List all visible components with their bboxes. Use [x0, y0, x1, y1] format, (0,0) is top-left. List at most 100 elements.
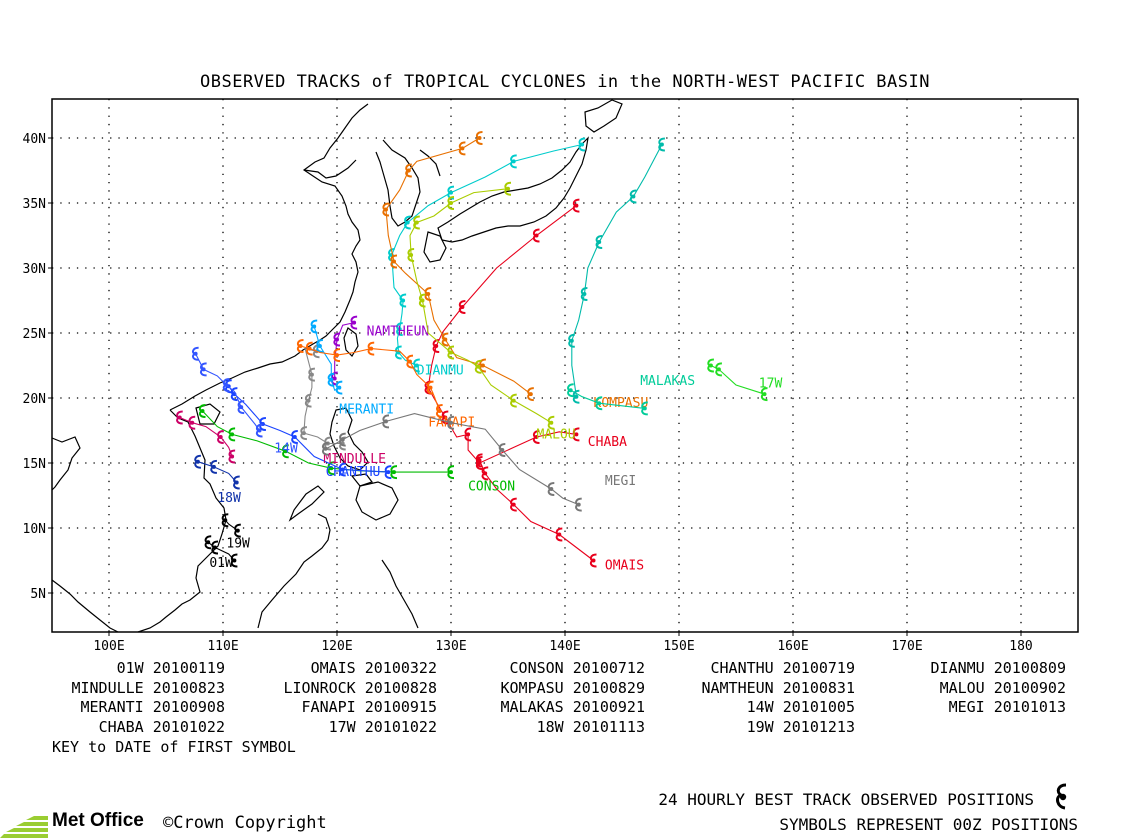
key-entry: 01W 20100119	[117, 659, 225, 677]
track-line	[710, 365, 765, 395]
key-entry: 18W 20101113	[537, 718, 645, 736]
cyclone-symbol-icon	[413, 358, 420, 373]
cyclone-symbol-icon	[217, 430, 224, 444]
cyclone-symbol-icon	[406, 354, 414, 369]
cyclone-symbol-icon	[426, 380, 434, 395]
cyclone-symbol-icon	[233, 475, 240, 490]
cyclone-symbol-icon	[237, 400, 245, 415]
key-storm-name: CHABA	[98, 717, 153, 736]
track-line	[303, 347, 343, 445]
cyclone-symbol-icon	[222, 378, 230, 392]
key-row: CHABA 20101022 17W 20101022 18W 20101113 19…	[0, 718, 1130, 737]
cyclone-symbol-icon	[305, 341, 313, 356]
key-storm-name: NAMTHEUN	[701, 678, 783, 697]
track-label: 14W	[274, 442, 298, 457]
key-date: 20100809	[993, 659, 1066, 677]
coast-china-south	[169, 103, 369, 411]
key-storm-name: 19W	[746, 717, 783, 736]
track-label: CONSON	[468, 479, 515, 494]
key-date: 20100119	[152, 659, 225, 677]
coast-japan-kyushu	[423, 231, 447, 263]
coast-palawan	[288, 485, 325, 522]
cyclone-symbol-icon	[191, 346, 199, 361]
coast-asia-mainland	[51, 436, 81, 491]
coast-visayas	[350, 473, 373, 487]
key-note: KEY to DATE of FIRST SYMBOL	[52, 738, 296, 756]
key-date: 20100915	[364, 698, 437, 716]
key-date: 20100828	[364, 678, 437, 697]
cyclone-symbol-icon	[547, 482, 555, 496]
track-label: CHANTHU	[326, 465, 381, 480]
cyclone-symbol-icon	[572, 427, 580, 442]
key-entry: FANAPI 20100915	[302, 698, 437, 716]
key-entry: CONSON 20100712	[510, 659, 645, 677]
key-entry: OMAIS 20100322	[311, 659, 437, 677]
track-teal	[568, 137, 665, 404]
cyclone-symbol-icon	[424, 287, 432, 301]
cyclone-symbol-icon	[510, 393, 517, 408]
track-label: MERANTI	[339, 403, 394, 418]
key-storm-name: 01W	[116, 659, 153, 677]
cyclone-symbol-icon	[396, 322, 403, 337]
track-line	[571, 144, 663, 397]
cyclone-symbol-icon	[384, 465, 392, 480]
cyclone-symbol-icon	[447, 196, 455, 210]
track-label: MALAKAS	[640, 374, 695, 389]
cyclone-symbol-icon	[629, 189, 637, 204]
track-01w: 01W	[204, 535, 238, 571]
track-conson: CONSON	[198, 404, 515, 494]
cyclone-symbol-icon	[510, 497, 517, 512]
key-entry: MINDULLE 20100823	[71, 679, 225, 697]
key-date: 20100908	[152, 698, 225, 716]
cyclone-symbol-icon	[568, 333, 575, 348]
cyclone-symbol-icon	[321, 441, 329, 456]
copyright-text: ©Crown Copyright	[163, 813, 327, 833]
cyclone-symbol-icon	[211, 540, 219, 555]
track-line	[197, 461, 238, 483]
key-entry: MERANTI 20100908	[81, 698, 226, 716]
cyclone-symbol-icon	[580, 287, 588, 301]
track-17w: 17W	[707, 358, 782, 402]
coast-malay	[51, 579, 119, 633]
cyclone-symbol-icon	[532, 228, 540, 243]
key-storm-name: KOMPASU	[500, 678, 573, 697]
key-row: 01W 20100119 OMAIS 20100322 CONSON 2010071…	[0, 659, 1130, 678]
coast-japan-honshu	[437, 136, 589, 243]
legend-line-1: 24 HOURLY BEST TRACK OBSERVED POSITIONS	[658, 790, 1034, 809]
track-malou: MALOU	[407, 181, 576, 442]
coast-borneo	[257, 513, 331, 629]
cyclone-symbol-icon	[413, 215, 420, 230]
lat-tick-label: 10N	[23, 522, 46, 537]
key-date: 20100712	[572, 659, 645, 677]
key-entry: 17W 20101022	[329, 718, 437, 736]
cyclone-symbol-icon	[333, 348, 341, 363]
cyclone-symbol-icon	[1056, 783, 1067, 810]
lat-tick-label: 5N	[30, 587, 46, 602]
cyclone-symbol-icon	[291, 430, 298, 444]
key-date: 20101013	[993, 698, 1066, 716]
cyclone-symbol-icon	[707, 358, 714, 373]
track-label: MINDULLE	[323, 452, 386, 467]
cyclone-symbol-icon	[447, 415, 455, 430]
lat-tick-label: 35N	[23, 197, 46, 212]
cyclone-symbol-icon	[458, 300, 466, 314]
key-entry: DIANMU 20100809	[931, 659, 1066, 677]
key-row: MERANTI 20100908 FANAPI 20100915 MALAKAS 2…	[0, 698, 1130, 717]
cyclone-symbol-icon	[188, 415, 196, 430]
key-storm-name: MALOU	[939, 678, 994, 697]
cyclone-symbol-icon	[335, 380, 343, 395]
cyclone-symbol-icon	[435, 404, 443, 418]
track-line	[478, 460, 594, 561]
cyclone-symbol-icon	[230, 553, 238, 568]
cyclone-symbol-icon	[382, 202, 390, 217]
track-label: MEGI	[605, 474, 636, 489]
track-line	[179, 416, 233, 457]
lon-tick-label: 130E	[435, 639, 466, 654]
track-label: 18W	[217, 491, 241, 506]
lon-tick-label: 100E	[93, 639, 124, 654]
coast-indochina	[137, 409, 227, 633]
cyclone-symbol-icon	[404, 215, 411, 230]
track-line	[228, 385, 389, 473]
cyclone-symbol-icon	[194, 454, 201, 469]
track-mindulle: MINDULLE	[176, 410, 386, 467]
